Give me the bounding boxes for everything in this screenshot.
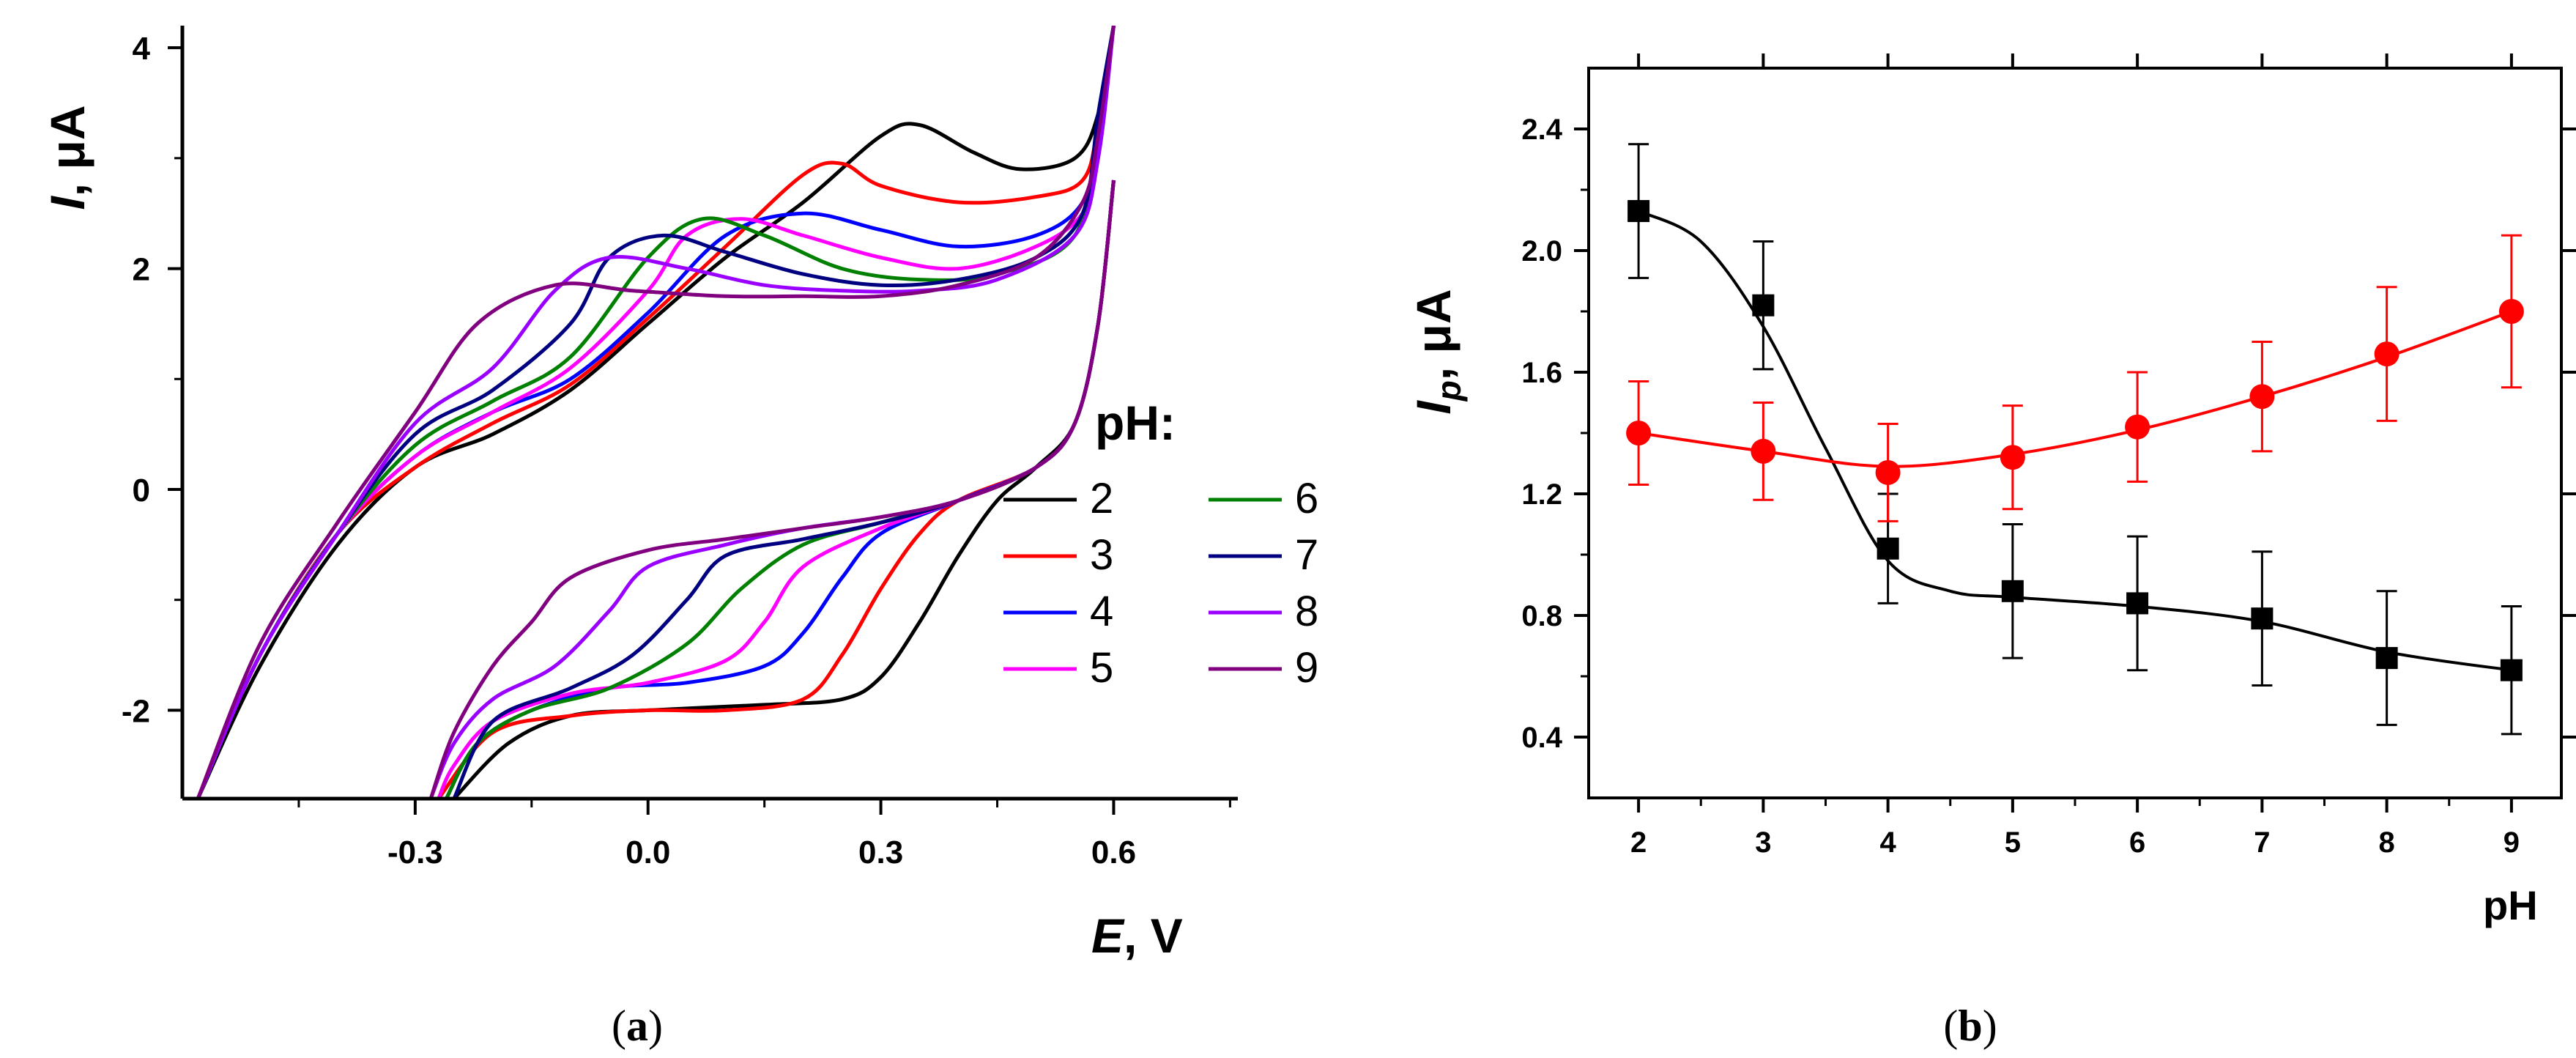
legend-entry-ph-2: 2 [1003, 475, 1113, 522]
ip-series-circle [1626, 234, 2524, 522]
data-point [2249, 384, 2275, 410]
panel-a-ticks [168, 46, 1231, 815]
y-tick-label: 4 [133, 31, 151, 67]
cv-anodic-branch-ph-9 [196, 26, 1116, 799]
data-point [2375, 647, 2398, 670]
y-tick-label: 2.0 [1521, 235, 1562, 267]
legend-label: 8 [1295, 588, 1318, 635]
panel-b-plot-area [1626, 143, 2524, 736]
y-tick-label: 1.6 [1521, 357, 1562, 389]
legend-entry-ph-4: 4 [1003, 588, 1113, 635]
panel-b-frame [1587, 67, 2563, 799]
x-tick-label: 3 [1755, 826, 1771, 859]
data-point [1877, 537, 1899, 560]
data-point [1626, 421, 1652, 445]
cv-anodic-branch-ph-2 [196, 26, 1116, 799]
panel-a-x-axis-label: E, V [1091, 909, 1183, 963]
legend-label: 9 [1295, 644, 1318, 692]
data-point [2500, 659, 2523, 681]
panel-b-x-axis-label: pH [2483, 882, 2538, 928]
cv-curve-ph-9 [196, 26, 1116, 799]
panel-b-tick-labels: 2 3 4 5 6 7 8 9 0.4 0.8 1.2 1.6 2.0 2.4 [1521, 114, 2520, 859]
panel-a-plot-area [196, 26, 1116, 799]
cv-cathodic-branch-ph-9 [428, 180, 1116, 799]
panel-a-chart: -0.3 0.0 0.3 0.6 -2 0 2 4 I, μA E, V pH: 2 3 4 5 6 7… [40, 26, 1318, 1050]
data-point [2125, 414, 2150, 440]
x-tick-label: 6 [2129, 826, 2145, 859]
panel-a-legend: pH: 2 3 4 5 6 7 8 9 [1003, 396, 1318, 692]
fit-curve [1638, 310, 2512, 468]
panel-b-ticks [1574, 53, 2576, 813]
panel-a-tick-labels: -0.3 0.0 0.3 0.6 -2 0 2 4 [122, 31, 1136, 870]
x-tick-label: 4 [1879, 826, 1896, 859]
x-tick-label: -0.3 [387, 835, 443, 870]
x-tick-label: 8 [2379, 826, 2395, 859]
legend-entry-ph-6: 6 [1209, 475, 1318, 522]
ip-series-square [1627, 143, 2523, 736]
data-point [1875, 459, 1901, 485]
legend-entry-ph-9: 9 [1209, 644, 1318, 692]
data-point [2126, 592, 2149, 615]
y-tick-label: -2 [122, 693, 150, 729]
x-tick-label: 0.0 [626, 835, 670, 870]
y-tick-label: 2 [133, 252, 150, 288]
legend-label: 3 [1090, 531, 1113, 579]
y-tick-label: 2.4 [1521, 114, 1562, 146]
x-tick-label: 0.3 [858, 835, 903, 870]
data-point [2374, 341, 2399, 367]
legend-label: 6 [1295, 475, 1318, 522]
x-tick-label: 7 [2254, 826, 2270, 859]
y-tick-label: 0 [133, 473, 150, 508]
panel-a-y-axis-label: I, μA [40, 105, 94, 210]
cv-anodic-branch-ph-8 [196, 26, 1116, 799]
panel-b-caption: (b) [1943, 1002, 1997, 1050]
legend-label: 4 [1090, 588, 1113, 635]
panel-a-caption: (a) [612, 1002, 663, 1050]
x-tick-label: 5 [2005, 826, 2021, 859]
cv-curve-ph-5 [196, 26, 1116, 799]
data-point [1751, 438, 1776, 464]
data-point [1752, 294, 1775, 317]
legend-label: 2 [1090, 475, 1113, 522]
panel-b-chart: 2 3 4 5 6 7 8 9 0.4 0.8 1.2 1.6 2.0 2.4 Ip, μA pH (b) [1406, 53, 2576, 1050]
legend-label: 7 [1295, 531, 1318, 579]
legend-entry-ph-3: 3 [1003, 531, 1113, 579]
data-point [2001, 580, 2024, 602]
panel-b-y-axis-label: Ip, μA [1406, 289, 1468, 414]
y-tick-label: 0.4 [1521, 722, 1562, 754]
y-tick-label: 0.8 [1521, 600, 1562, 632]
data-point [1627, 200, 1650, 223]
data-point [2251, 607, 2274, 630]
legend-title: pH: [1095, 396, 1176, 450]
data-point [2498, 299, 2524, 324]
x-tick-label: 9 [2503, 826, 2520, 859]
x-tick-label: 2 [1630, 826, 1647, 859]
legend-entry-ph-5: 5 [1003, 644, 1113, 692]
x-tick-label: 0.6 [1091, 835, 1136, 870]
legend-label: 5 [1090, 644, 1113, 692]
data-point [2000, 445, 2025, 470]
y-tick-label: 1.2 [1521, 478, 1562, 511]
legend-entry-ph-8: 8 [1209, 588, 1318, 635]
legend-entry-ph-7: 7 [1209, 531, 1318, 579]
